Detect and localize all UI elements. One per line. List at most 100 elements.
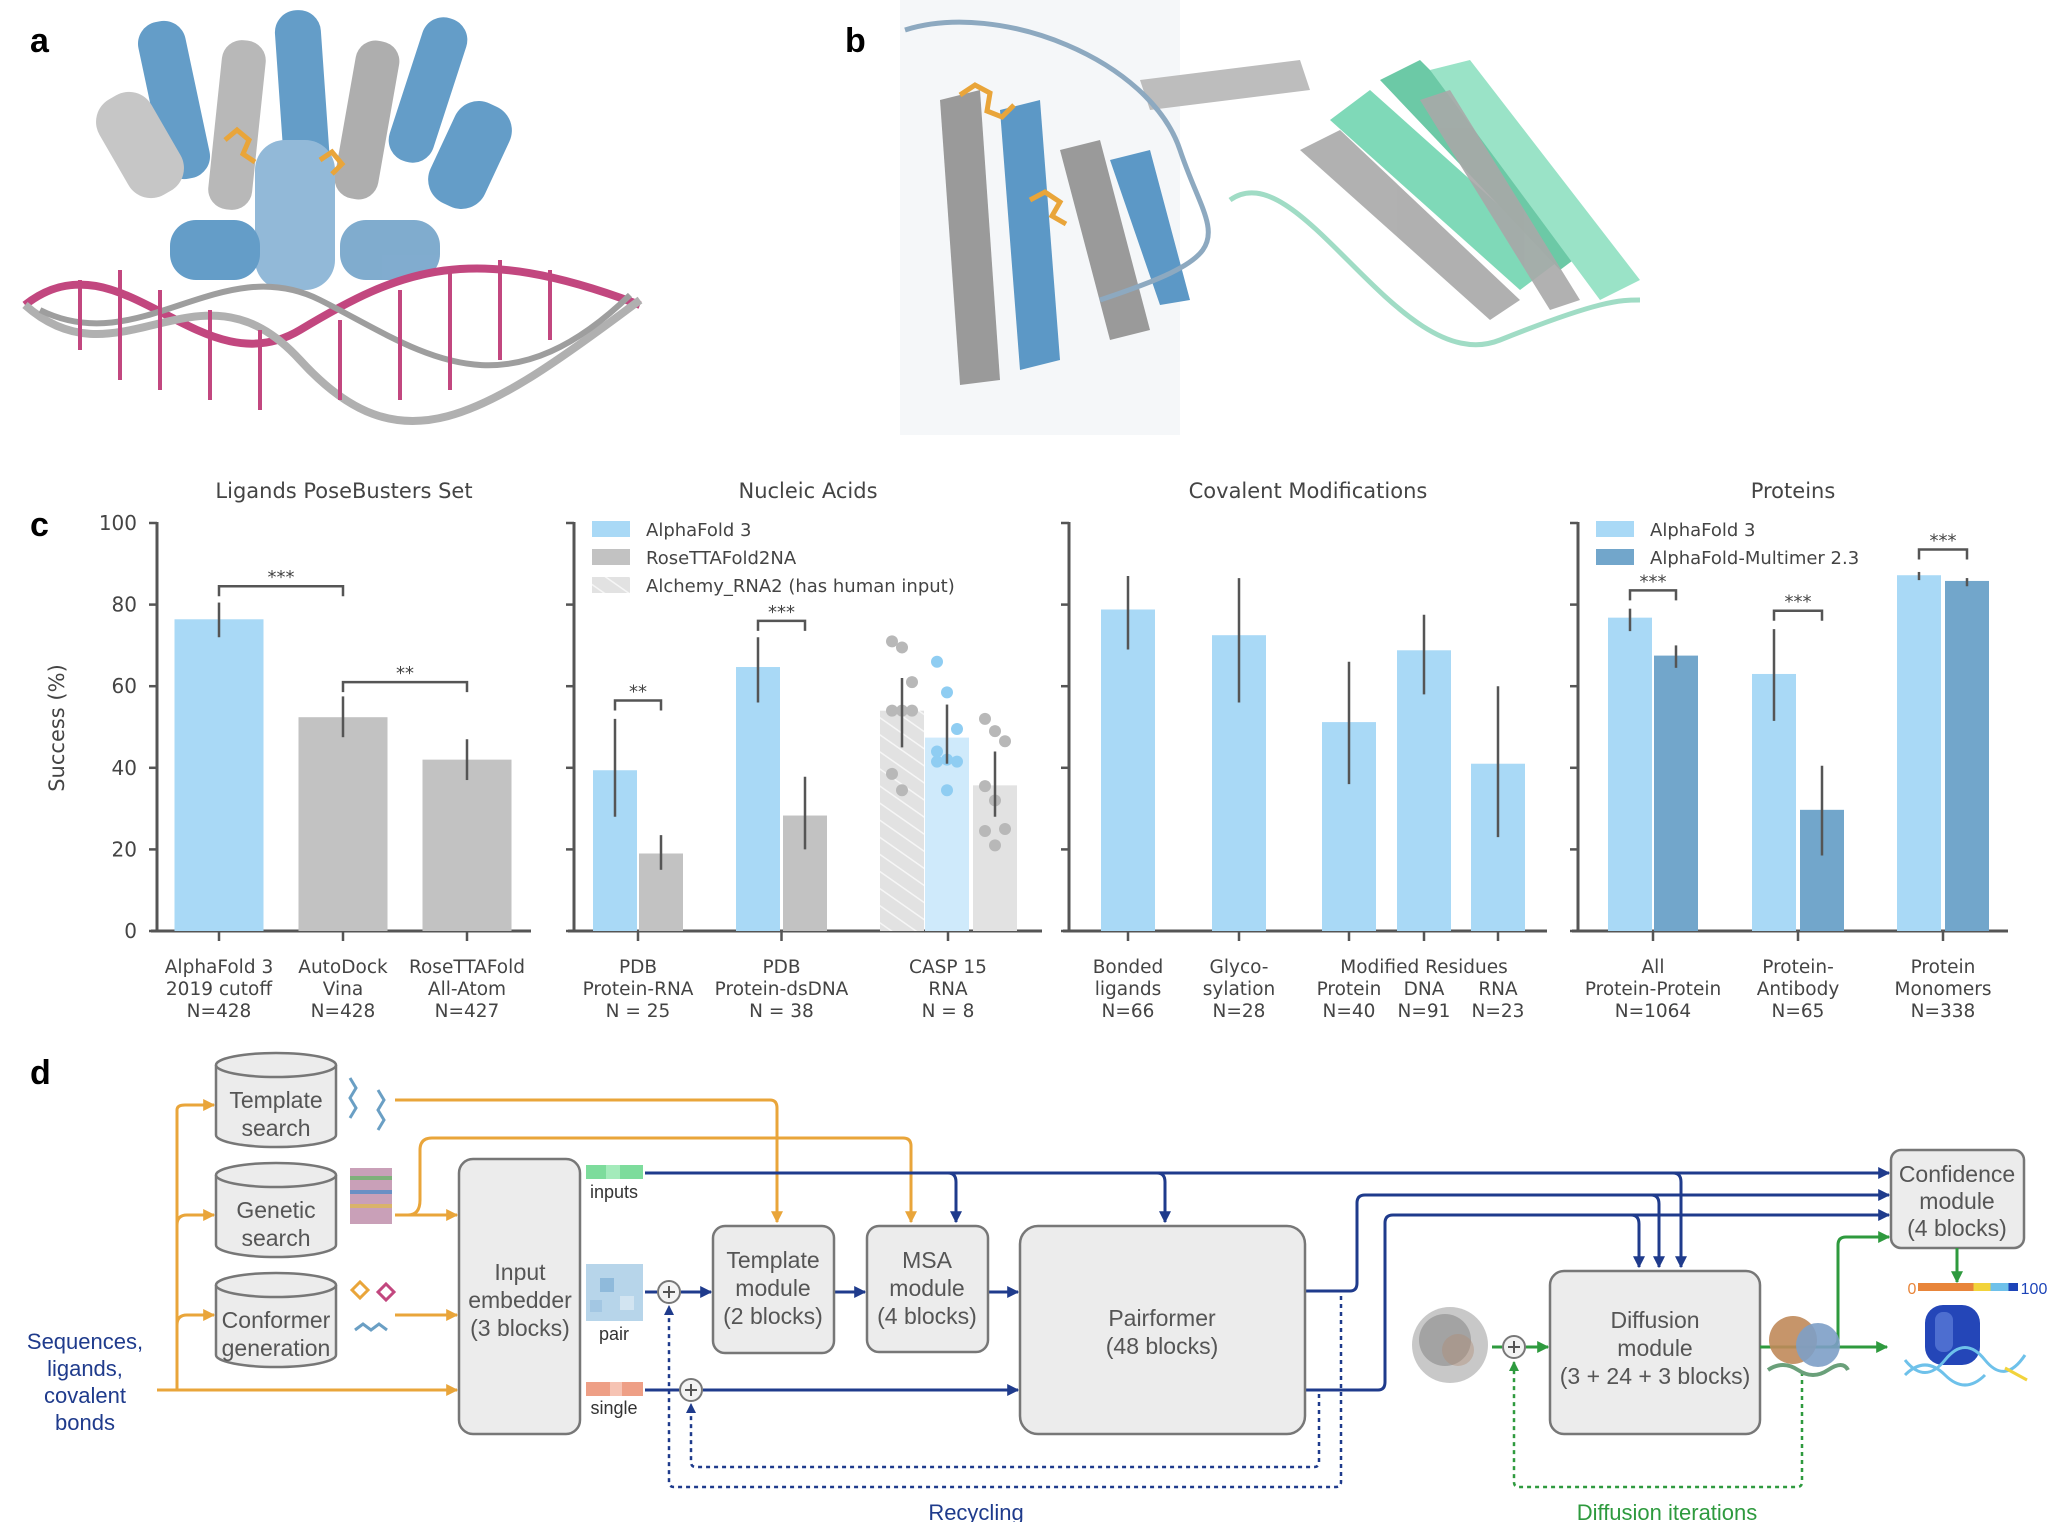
x-tick-label: Vina — [323, 979, 363, 1000]
block-label: module — [889, 1275, 964, 1301]
x-tick-label: AlphaFold 3 — [165, 957, 273, 978]
x-tick-label: N=1064 — [1615, 1001, 1691, 1022]
x-tick-label: Protein-dsDNA — [715, 979, 849, 1000]
significance-label: *** — [268, 567, 295, 588]
legend-swatch — [1596, 521, 1634, 537]
significance-label: *** — [1785, 592, 1812, 613]
conformer-generation-database: Conformer generation — [214, 1271, 338, 1369]
block-label: (4 blocks) — [1907, 1215, 2007, 1241]
template-module-block: Template module (2 blocks) — [711, 1224, 836, 1355]
bar — [1945, 580, 1989, 931]
data-point — [886, 635, 898, 648]
x-tick-label: Protein-RNA — [583, 979, 694, 1000]
data-point — [999, 823, 1011, 835]
data-point — [906, 676, 918, 689]
confidence-scale: 0 100 — [1908, 1281, 2048, 1298]
x-tick-label: Protein — [1317, 979, 1382, 1000]
legend-label: RoseTTAFold2NA — [646, 548, 797, 569]
data-point — [999, 735, 1011, 748]
bar-charts: Ligands PoseBusters Set 0 20 40 60 80 100 Succe… — [45, 479, 2008, 1022]
legend-label: AlphaFold-Multimer 2.3 — [1650, 548, 1859, 569]
x-tick-label: 2019 cutoff — [166, 979, 273, 1000]
template-search-database: Template search — [214, 1051, 338, 1149]
panel-label-b: b — [845, 22, 866, 60]
panel-label-d: d — [30, 1054, 51, 1092]
legend-label: AlphaFold 3 — [646, 520, 752, 541]
confidence-scale-min: 0 — [1908, 1281, 1917, 1298]
bar — [174, 619, 264, 931]
data-point — [941, 784, 953, 797]
block-label: Diffusion — [1610, 1307, 1699, 1333]
x-tick-label: RoseTTAFold — [409, 957, 525, 978]
single-representation: single — [586, 1382, 643, 1418]
input-embedder-block: Input embedder (3 blocks) — [457, 1157, 582, 1436]
msa-module-block: MSA module (4 blocks) — [865, 1224, 990, 1354]
confidence-module-block: Confidence module (4 blocks) — [1889, 1148, 2026, 1250]
significance-bracket — [1628, 589, 1678, 601]
x-tick-label: N=428 — [311, 1001, 376, 1022]
x-tick-label: Antibody — [1757, 979, 1840, 1000]
input-text-line: bonds — [55, 1410, 115, 1435]
block-label: (3 blocks) — [470, 1315, 570, 1341]
x-tick-label: Monomers — [1895, 979, 1992, 1000]
significance-bracket — [1772, 609, 1824, 621]
panel-label-a: a — [30, 22, 50, 60]
legend-swatch — [592, 549, 630, 565]
x-tick-label: Protein-Protein — [1585, 979, 1721, 1000]
bar — [736, 667, 780, 931]
msa-icon — [350, 1168, 392, 1224]
block-label: (48 blocks) — [1106, 1333, 1218, 1359]
legend-swatch — [592, 521, 630, 537]
chart-title: Covalent Modifications — [1189, 479, 1428, 503]
noise-cloud-icon — [1412, 1307, 1488, 1383]
data-point — [886, 704, 898, 717]
data-point — [979, 825, 991, 838]
legend-swatch — [592, 577, 630, 593]
data-point — [989, 725, 1001, 738]
bar — [1397, 650, 1451, 931]
template-search-label: Template — [229, 1087, 322, 1113]
block-label: Template — [726, 1247, 819, 1273]
y-axis-label: Success (%) — [45, 664, 69, 792]
significance-bracket — [217, 584, 345, 597]
data-point — [896, 784, 908, 797]
y-tick-label: 80 — [112, 593, 137, 617]
chart-panel: Ligands PoseBusters Set 0 20 40 60 80 100 Succe… — [45, 479, 531, 1022]
x-tick-label: N=23 — [1472, 1001, 1525, 1022]
x-tick-label: Protein- — [1762, 957, 1834, 978]
block-label: (3 + 24 + 3 blocks) — [1560, 1363, 1751, 1389]
genetic-search-label: search — [241, 1225, 310, 1251]
x-tick-label: N = 25 — [606, 1001, 671, 1022]
x-tick-label: All — [1642, 957, 1665, 978]
diffusion-iterations-label: Diffusion iterations — [1577, 1500, 1758, 1522]
bar — [422, 759, 512, 931]
plus-node — [657, 1280, 681, 1304]
structure-illustration-a — [22, 10, 643, 425]
x-tick-label: sylation — [1203, 979, 1276, 1000]
x-tick-label: AutoDock — [298, 957, 388, 978]
x-tick-label: N=40 — [1323, 1001, 1376, 1022]
bar — [1101, 609, 1155, 931]
x-tick-label: ligands — [1095, 979, 1161, 1000]
significance-label: *** — [1930, 531, 1957, 552]
x-tick-label: N=428 — [187, 1001, 252, 1022]
x-tick-label: N=66 — [1102, 1001, 1155, 1022]
input-text-line: covalent — [44, 1383, 126, 1408]
plus-node — [1502, 1335, 1526, 1359]
input-text: Sequences, ligands, covalent bonds — [27, 1329, 143, 1435]
data-point — [931, 655, 943, 668]
confidence-scale-max: 100 — [2021, 1281, 2048, 1298]
legend-swatch — [1596, 549, 1634, 565]
data-point — [951, 723, 963, 736]
architecture-diagram: Template search Genetic search Conformer… — [27, 1051, 2048, 1522]
block-label: (2 blocks) — [723, 1303, 823, 1329]
confidence-colored-structure-icon — [1903, 1305, 2028, 1387]
conformer-generation-label: Conformer — [222, 1307, 331, 1333]
bar — [1654, 655, 1698, 931]
single-label: single — [590, 1398, 637, 1418]
block-label: MSA — [902, 1247, 953, 1273]
block-label: embedder — [468, 1287, 572, 1313]
legend-label: AlphaFold 3 — [1650, 520, 1756, 541]
